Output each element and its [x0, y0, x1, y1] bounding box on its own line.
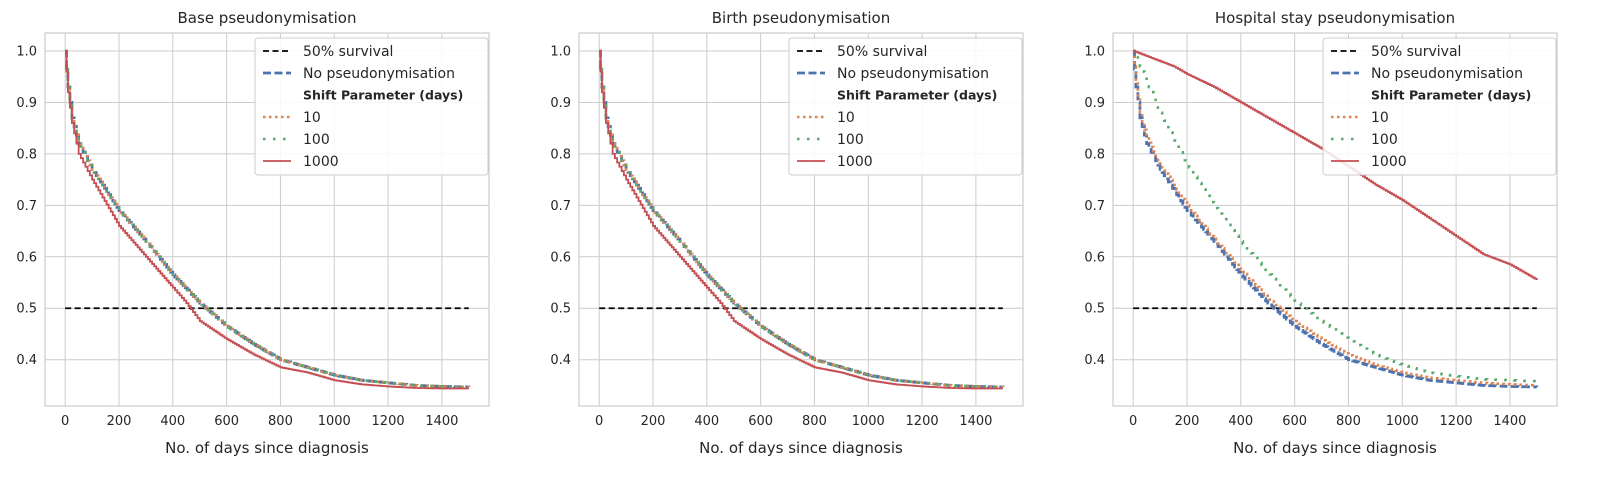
y-tick-label: 0.7	[16, 199, 37, 214]
x-tick-label: 0	[595, 414, 603, 429]
series-line-none	[1133, 49, 1539, 389]
x-tick-label: 400	[694, 414, 719, 429]
y-tick-label: 0.7	[1084, 199, 1105, 214]
legend-label: 100	[1371, 132, 1398, 148]
chart-title: Hospital stay pseudonymisation	[1215, 9, 1455, 27]
x-tick-label: 800	[1336, 414, 1361, 429]
y-tick-label: 0.8	[16, 147, 37, 162]
legend: 50% survival No pseudonymisation Shift Par…	[788, 37, 1023, 176]
x-tick-label: 600	[214, 414, 239, 429]
series-line-s1000	[65, 50, 469, 390]
chart-panel-3: 0 200 400 600 800 1000 1200 1400 0.4 0.5 0.6 0.7 0.8…	[1084, 9, 1558, 457]
y-tick-label: 0.9	[16, 96, 37, 111]
legend: 50% survival No pseudonymisation Shift Par…	[254, 37, 489, 176]
y-tick-label: 0.4	[550, 353, 571, 368]
chart-title: Birth pseudonymisation	[712, 9, 890, 27]
x-tick-label: 1200	[372, 414, 405, 429]
legend-label: 50% survival	[303, 44, 393, 60]
plot-frame	[1112, 32, 1558, 407]
x-tick-label: 1400	[959, 414, 992, 429]
x-tick-label: 0	[61, 414, 69, 429]
x-tick-label: 1400	[425, 414, 458, 429]
chart-title: Base pseudonymisation	[178, 9, 357, 27]
series-group	[599, 49, 1005, 390]
legend-box	[254, 37, 489, 176]
legend-label: 50% survival	[1371, 44, 1461, 60]
x-tick-label: 200	[1175, 414, 1200, 429]
y-tick-label: 0.9	[550, 96, 571, 111]
x-tick-label: 0	[1129, 414, 1137, 429]
legend-label: 1000	[303, 154, 339, 170]
y-tick-label: 0.5	[16, 302, 37, 317]
legend-label: 10	[303, 110, 321, 126]
legend-box	[1322, 37, 1557, 176]
chart-panel-2: 0 200 400 600 800 1000 1200 1400 0.4 0.5 0.6 0.7 0.8…	[550, 9, 1024, 457]
series-line-s10	[1133, 49, 1539, 387]
series-line-s100	[1133, 49, 1539, 383]
y-tick-label: 0.9	[1084, 96, 1105, 111]
y-tick-label: 1.0	[1084, 45, 1105, 60]
y-tick-label: 0.8	[550, 147, 571, 162]
y-tick-label: 0.4	[16, 353, 37, 368]
x-axis-label: No. of days since diagnosis	[699, 439, 903, 457]
x-tick-label: 800	[802, 414, 827, 429]
plot-frame	[578, 32, 1024, 407]
y-tick-label: 1.0	[16, 45, 37, 60]
y-tick-label: 0.5	[550, 302, 571, 317]
x-tick-label: 1000	[852, 414, 885, 429]
legend-label: 10	[837, 110, 855, 126]
x-tick-label: 600	[748, 414, 773, 429]
series-line-s100	[599, 49, 1005, 389]
x-axis-label: No. of days since diagnosis	[165, 439, 369, 457]
x-tick-label: 1400	[1493, 414, 1526, 429]
legend-label: 1000	[1371, 154, 1407, 170]
y-tick-label: 0.5	[1084, 302, 1105, 317]
x-axis-label: No. of days since diagnosis	[1233, 439, 1437, 457]
y-tick-label: 0.8	[1084, 147, 1105, 162]
legend-header: Shift Parameter (days)	[1371, 88, 1531, 103]
series-line-s100	[65, 49, 471, 389]
x-tick-label: 1000	[1386, 414, 1419, 429]
y-tick-label: 0.6	[550, 250, 571, 265]
series-group	[65, 49, 471, 390]
y-tick-label: 0.6	[16, 250, 37, 265]
x-tick-label: 600	[1282, 414, 1307, 429]
y-tick-label: 0.4	[1084, 353, 1105, 368]
legend-label: 50% survival	[837, 44, 927, 60]
legend-label: No pseudonymisation	[837, 66, 989, 82]
plot-frame	[44, 32, 490, 407]
chart-panel-1: 0 200 400 600 800 1000 1200 1400 0.4 0.5 0.6 0.7 0.8…	[16, 9, 490, 457]
legend-label: 100	[303, 132, 330, 148]
legend-header: Shift Parameter (days)	[837, 88, 997, 103]
legend-label: 1000	[837, 154, 873, 170]
x-tick-label: 200	[641, 414, 666, 429]
legend: 50% survival No pseudonymisation Shift Par…	[1322, 37, 1557, 176]
x-tick-label: 400	[1228, 414, 1253, 429]
y-tick-label: 0.7	[550, 199, 571, 214]
x-tick-label: 1200	[906, 414, 939, 429]
legend-header: Shift Parameter (days)	[303, 88, 463, 103]
legend-label: No pseudonymisation	[303, 66, 455, 82]
x-tick-label: 1000	[318, 414, 351, 429]
legend-box	[788, 37, 1023, 176]
x-tick-label: 400	[160, 414, 185, 429]
legend-label: 10	[1371, 110, 1389, 126]
y-tick-label: 1.0	[550, 45, 571, 60]
x-tick-label: 800	[268, 414, 293, 429]
x-tick-label: 1200	[1440, 414, 1473, 429]
x-tick-label: 200	[107, 414, 132, 429]
legend-label: No pseudonymisation	[1371, 66, 1523, 82]
series-line-s1000	[599, 50, 1003, 390]
y-tick-label: 0.6	[1084, 250, 1105, 265]
legend-label: 100	[837, 132, 864, 148]
